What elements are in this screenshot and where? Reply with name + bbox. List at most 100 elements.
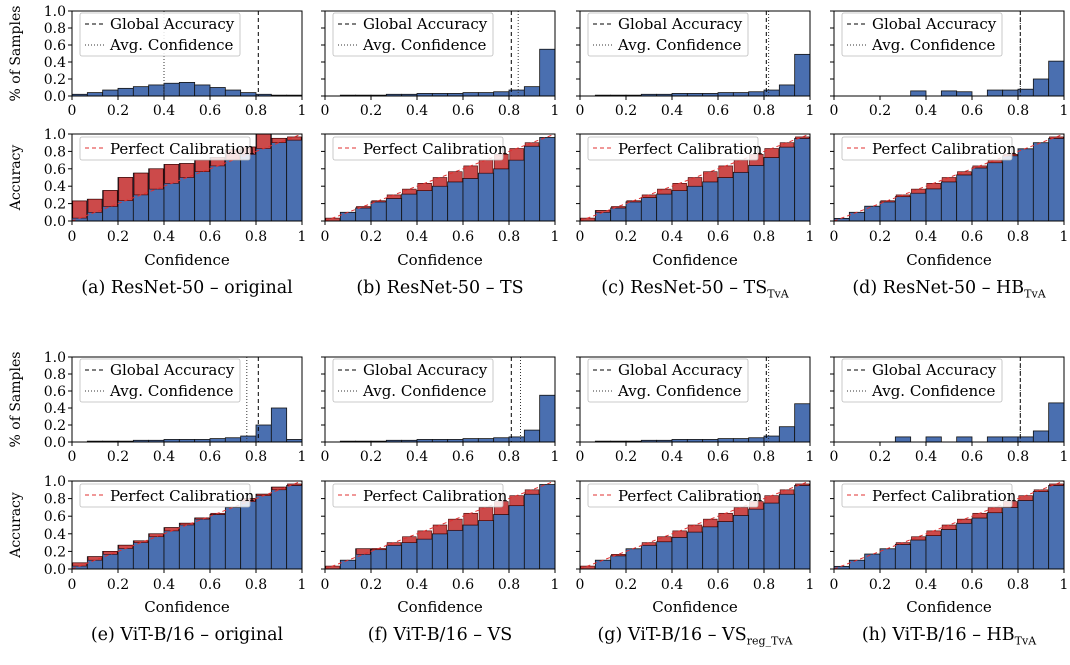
x-tick-label: 1 [298,103,307,119]
gap-bar [195,517,210,520]
caption-f: (f) ViT-B/16 – VS [315,625,565,645]
y-tick-label: 0.6 [44,384,66,400]
gap-bar [149,533,164,538]
hist-bar [102,89,119,97]
accuracy-bar [671,190,688,222]
accuracy-bar [370,201,387,222]
x-tick-label: 0.8 [498,229,520,245]
accuracy-bar [477,172,495,222]
hist-bar [477,92,495,97]
accuracy-bar [194,517,211,570]
accuracy-bar [848,559,866,570]
hist-bar [477,438,495,443]
x-tick-label: 1 [806,577,815,593]
hist-frame [71,10,303,97]
x-tick-label: 0 [576,577,585,593]
accuracy-bar [778,493,796,570]
y-tick-label: 0.0 [44,89,66,105]
hist-bar [493,91,510,97]
y-axis-label: % of Samples [8,352,24,448]
reliability-frame [579,133,811,222]
y-axis-label: Accuracy [8,145,24,212]
x-tick-label: 0.8 [245,449,267,465]
hist-bar [462,438,479,443]
legend-global-label: Global Accuracy [110,15,235,33]
hist-bar [732,438,750,443]
x-tick-label: 1 [551,103,560,119]
x-tick-label: 1 [806,449,815,465]
hist-bar [462,92,479,97]
accuracy-bar [1017,499,1034,570]
x-axis-label: Confidence [906,598,992,616]
x-tick-label: 0.8 [498,449,520,465]
hist-frame [324,356,556,443]
x-tick-label: 0.4 [406,577,428,593]
accuracy-bar [879,201,896,222]
legend-box [841,358,1003,403]
x-tick-label: 1 [298,229,307,245]
gap-bar [448,171,463,183]
gap-bar [733,159,749,173]
x-tick-label: 0.4 [661,449,683,465]
x-tick-label: 1 [551,229,560,245]
x-tick-label: 0.4 [153,229,175,245]
legend-box [79,12,241,57]
x-tick-label: 0.6 [452,229,474,245]
legend-global-label: Global Accuracy [618,15,743,33]
gap-bar [733,507,749,516]
gap-bar [448,518,463,531]
gap-bar [703,171,718,183]
accuracy-bar [431,185,449,222]
hist-bar [778,426,796,443]
hist-bar [117,87,134,97]
reliability-legend: Perfect Calibration [841,483,1017,508]
accuracy-bar [956,174,973,222]
legend-perfect-label: Perfect Calibration [872,487,1017,505]
accuracy-bar [539,484,556,570]
hist-bar [224,89,242,97]
x-tick-label: 0.4 [915,577,937,593]
gap-bar [611,206,626,209]
y-axis-label: % of Samples [8,6,24,102]
accuracy-bar [848,211,866,222]
accuracy-bar [401,193,418,222]
hist-bar [209,87,226,97]
accuracy-bar [416,190,433,222]
panel-h: Global Accuracy Avg. Confidence Perfect Ca… [830,356,1068,616]
hist-bar [148,84,165,97]
accuracy-bar [270,486,288,570]
hist-bar [956,91,973,97]
hist-bar [794,53,811,97]
hist-frame [833,10,1065,97]
accuracy-bar [240,498,257,570]
accuracy-bar [702,181,719,222]
x-tick-label: 0.8 [753,577,775,593]
x-tick-label: 0.8 [498,577,520,593]
legend-box [79,483,251,508]
panel-g: Global Accuracy Avg. Confidence Perfect Ca… [576,356,815,616]
accuracy-bar [270,137,288,222]
x-tick-label: 0.6 [199,449,221,465]
gap-bar [718,512,733,522]
x-tick-label: 0.8 [1007,103,1029,119]
gap-bar [1049,136,1064,139]
caption-a: (a) ResNet-50 – original [62,278,312,298]
hist-bar [523,86,541,97]
x-tick-label: 0.4 [153,103,175,119]
y-tick-label: 0.4 [44,401,66,417]
reliability-legend: Perfect Calibration [587,483,763,508]
gap-bar [164,164,179,184]
accuracy-bar [508,505,525,570]
caption-subscript: reg_TvA [746,634,793,648]
accuracy-bar [702,526,719,570]
accuracy-bar [286,484,303,570]
x-tick-label: 0.2 [615,229,637,245]
x-tick-label: 0.2 [360,449,382,465]
legend-global-label: Global Accuracy [872,361,997,379]
gap-bar [1049,483,1064,486]
legend-confidence-label: Avg. Confidence [362,36,487,54]
accuracy-bar [355,207,372,222]
y-tick-label: 0.2 [44,197,66,213]
hist-frame [324,10,556,97]
